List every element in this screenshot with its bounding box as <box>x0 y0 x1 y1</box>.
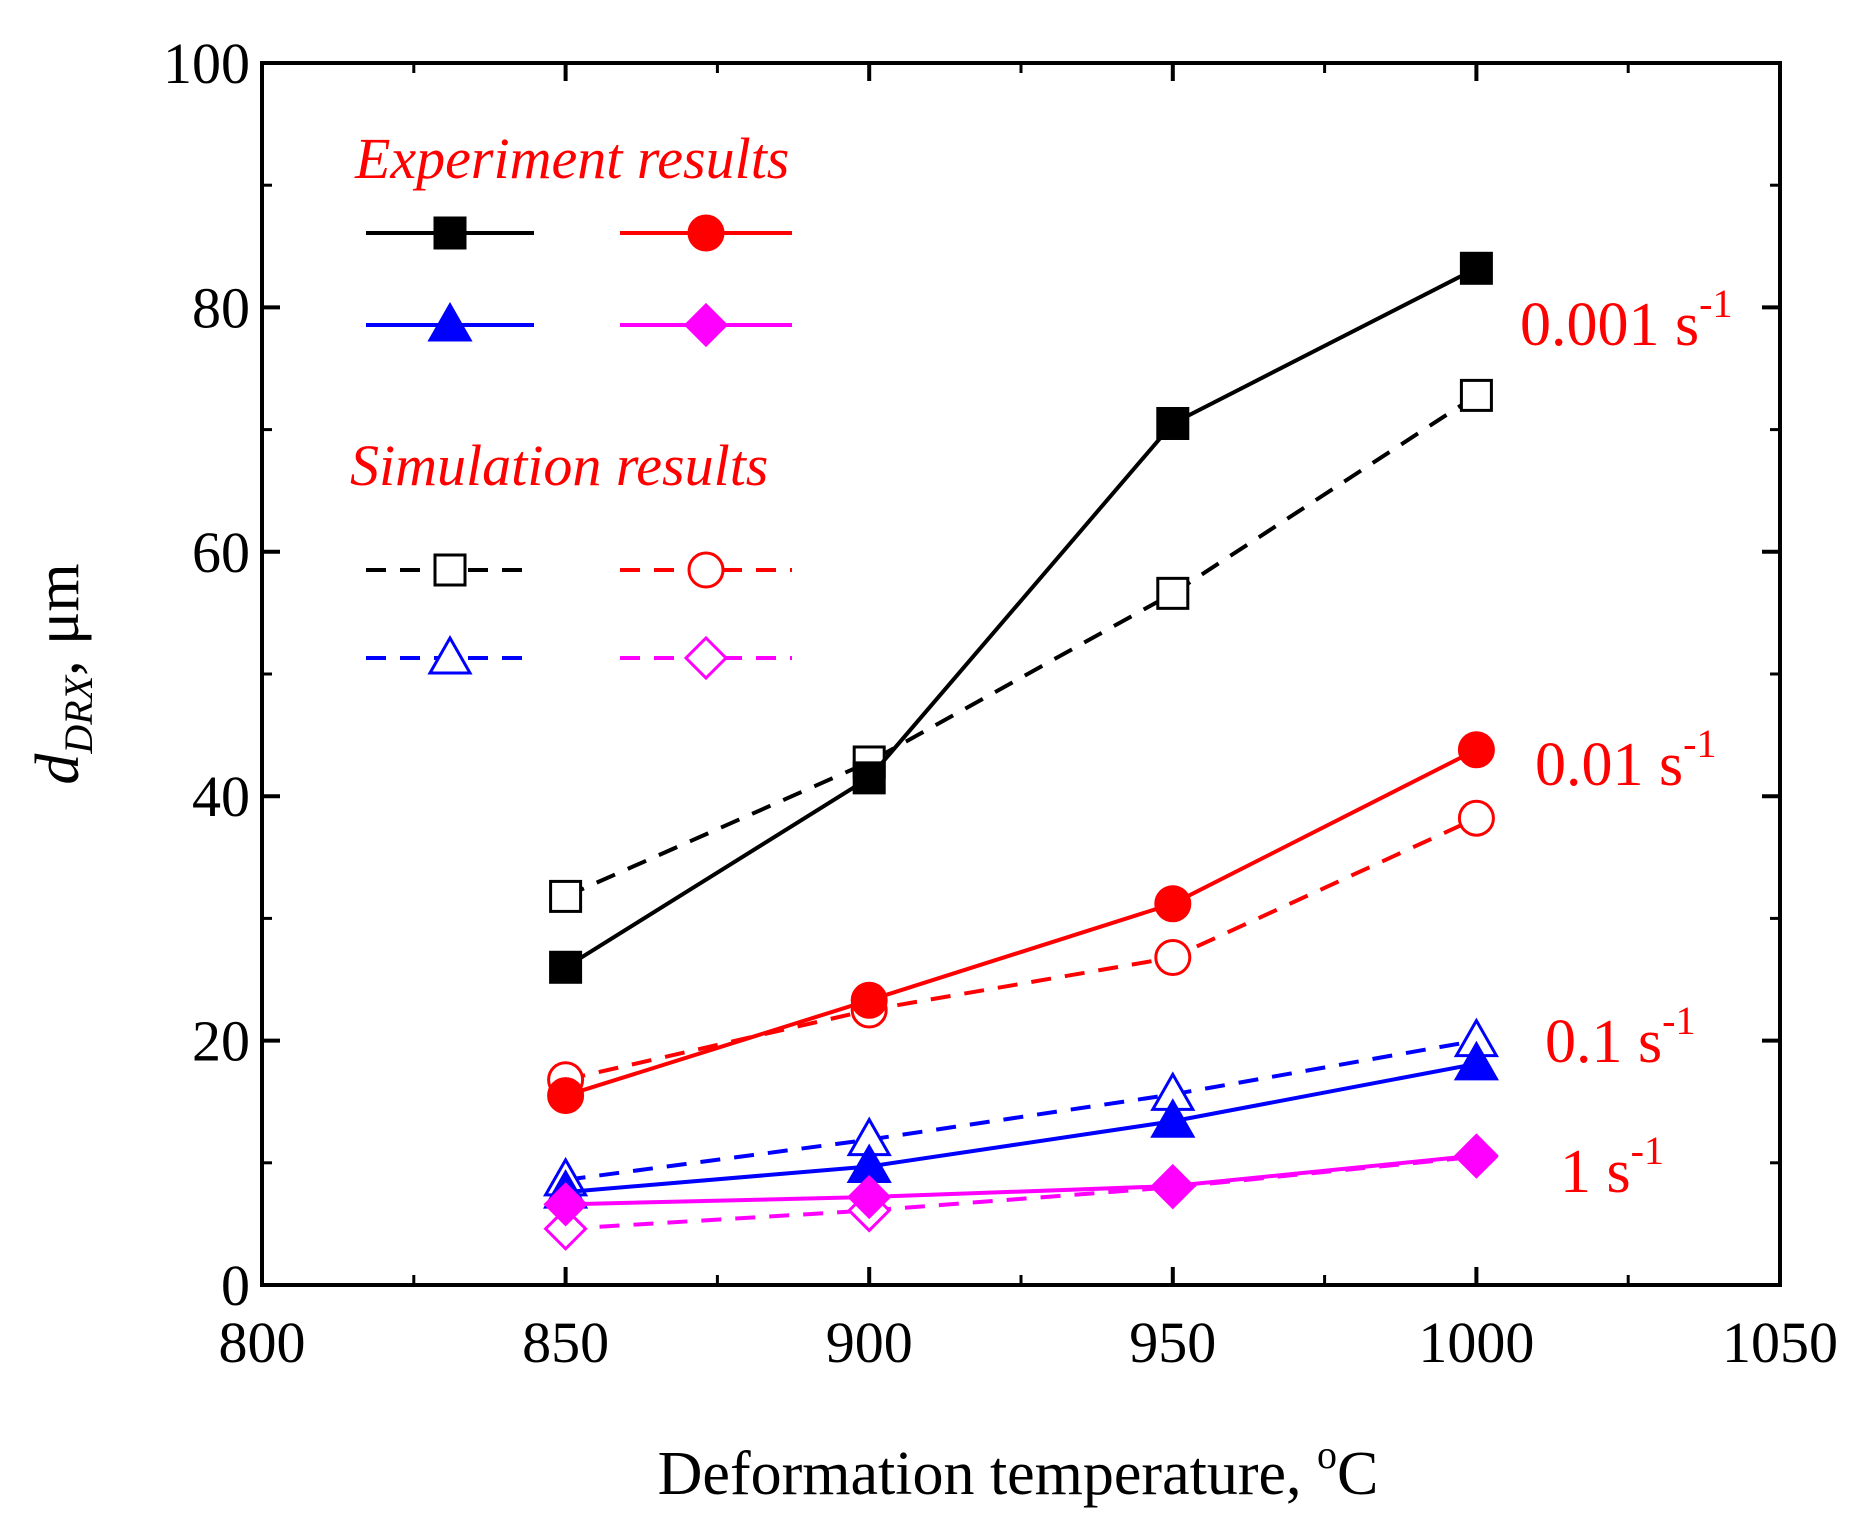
legend-marker-simulation-0p1 <box>427 634 473 675</box>
point-simulation-0p001-850 <box>549 879 583 913</box>
y-tick-label-20: 20 <box>192 1009 250 1074</box>
x-tick-label-950: 950 <box>1129 1310 1216 1375</box>
x-tick-label-800: 800 <box>219 1310 306 1375</box>
point-experiment-0p1-950 <box>1150 1098 1196 1138</box>
point-experiment-1-900 <box>847 1174 892 1220</box>
legend-entry-simulation-0p1 <box>366 634 534 675</box>
series-experiment-1 <box>543 1133 1499 1227</box>
series-line-experiment-0p01 <box>565 747 1478 1098</box>
rate-label-base: 1 s <box>1560 1138 1631 1206</box>
legend-marker-experiment-0p1 <box>427 301 473 342</box>
series-line-experiment-1 <box>565 1153 1477 1207</box>
point-experiment-0p01-850 <box>547 1077 585 1115</box>
point-experiment-0p001-900 <box>852 761 886 795</box>
point-simulation-1-850 <box>543 1206 588 1251</box>
rate-label-0p1: 0.1 s-1 <box>1545 998 1695 1076</box>
rate-label-superscript: -1 <box>1699 281 1732 326</box>
rate-labels: 0.001 s-10.01 s-10.1 s-11 s-1 <box>1520 281 1732 1206</box>
rate-label-base: 0.001 s <box>1520 291 1699 359</box>
series-experiment-0p1 <box>543 1040 1499 1209</box>
point-experiment-0p01-900 <box>850 981 888 1019</box>
series-line-simulation-0p001 <box>564 393 1478 899</box>
legend-marker-experiment-1 <box>683 302 729 348</box>
x-axis-label: Deformation temperature, oC <box>658 1432 1379 1508</box>
series-line-simulation-0p01 <box>565 816 1478 1082</box>
x-tick-label-1000: 1000 <box>1418 1310 1534 1375</box>
legend-entry-experiment-1 <box>620 302 792 348</box>
x-tick-label-850: 850 <box>522 1310 609 1375</box>
point-simulation-0p001-950 <box>1156 576 1190 610</box>
rate-label-superscript: -1 <box>1631 1128 1664 1173</box>
legend-entry-experiment-0p1 <box>366 301 534 342</box>
legend-marker-simulation-0p01 <box>687 551 725 589</box>
legend-marker-experiment-0p01 <box>687 214 725 252</box>
y-axis-label: dDRX, μm <box>24 563 101 784</box>
legend-experiment-title: Experiment results <box>354 126 789 191</box>
series-line-experiment-0p1 <box>565 1061 1477 1195</box>
ticks-layer: 800 850 900 950 1000 1050 0 20 40 60 80 100 <box>163 31 1838 1375</box>
legend-entry-simulation-1 <box>620 635 792 681</box>
rate-label-base: 0.01 s <box>1535 731 1683 799</box>
legend: Experiment results Simulation results <box>350 126 792 681</box>
point-experiment-0p01-950 <box>1154 885 1192 923</box>
rate-label-0p001: 0.001 s-1 <box>1520 281 1732 359</box>
y-tick-label-0: 0 <box>221 1253 250 1318</box>
y-axis-label-subscript: DRX <box>56 674 101 754</box>
series-experiment-0p01 <box>547 731 1495 1115</box>
point-simulation-0p01-950 <box>1154 939 1192 977</box>
point-simulation-0p001-1000 <box>1459 378 1493 412</box>
point-experiment-1-850 <box>543 1182 588 1227</box>
y-tick-label-80: 80 <box>192 275 250 340</box>
y-tick-label-40: 40 <box>192 764 250 829</box>
series-line-experiment-0p001 <box>564 266 1478 969</box>
point-experiment-0p001-950 <box>1156 406 1190 440</box>
point-experiment-0p01-1000 <box>1457 731 1495 769</box>
x-axis-label-text: Deformation temperature, <box>658 1440 1317 1508</box>
x-tick-label-1050: 1050 <box>1722 1310 1838 1375</box>
x-axis-label-unit: C <box>1337 1440 1378 1508</box>
x-axis-label-degree: o <box>1317 1432 1337 1477</box>
legend-entry-experiment-0p01 <box>620 214 792 252</box>
legend-entry-simulation-0p001 <box>366 553 534 587</box>
point-simulation-0p01-1000 <box>1457 799 1495 837</box>
point-experiment-0p001-1000 <box>1459 251 1493 285</box>
rate-label-superscript: -1 <box>1683 721 1716 766</box>
legend-marker-simulation-0p001 <box>433 553 467 587</box>
y-tick-label-100: 100 <box>163 31 250 96</box>
legend-marker-simulation-1 <box>683 635 729 681</box>
point-experiment-0p1-1000 <box>1453 1040 1499 1081</box>
y-axis-label-unit: , μm <box>24 563 92 675</box>
rate-label-superscript: -1 <box>1662 998 1695 1043</box>
point-experiment-1-950 <box>1150 1163 1195 1209</box>
rate-label-1: 1 s-1 <box>1560 1128 1664 1206</box>
point-experiment-1-1000 <box>1454 1133 1499 1178</box>
rate-label-0p01: 0.01 s-1 <box>1535 721 1716 799</box>
rate-label-base: 0.1 s <box>1545 1008 1662 1076</box>
legend-entry-experiment-0p001 <box>366 216 534 250</box>
legend-marker-experiment-0p001 <box>433 216 467 250</box>
point-experiment-0p001-850 <box>549 950 583 984</box>
y-axis-label-main: d <box>24 753 92 785</box>
series-line-simulation-0p1 <box>565 1038 1477 1182</box>
y-tick-label-60: 60 <box>192 520 250 585</box>
legend-entry-simulation-0p01 <box>620 551 792 589</box>
legend-simulation-title: Simulation results <box>350 433 768 498</box>
series-layer <box>543 251 1499 1251</box>
x-tick-label-900: 900 <box>826 1310 913 1375</box>
series-experiment-0p001 <box>549 251 1493 984</box>
